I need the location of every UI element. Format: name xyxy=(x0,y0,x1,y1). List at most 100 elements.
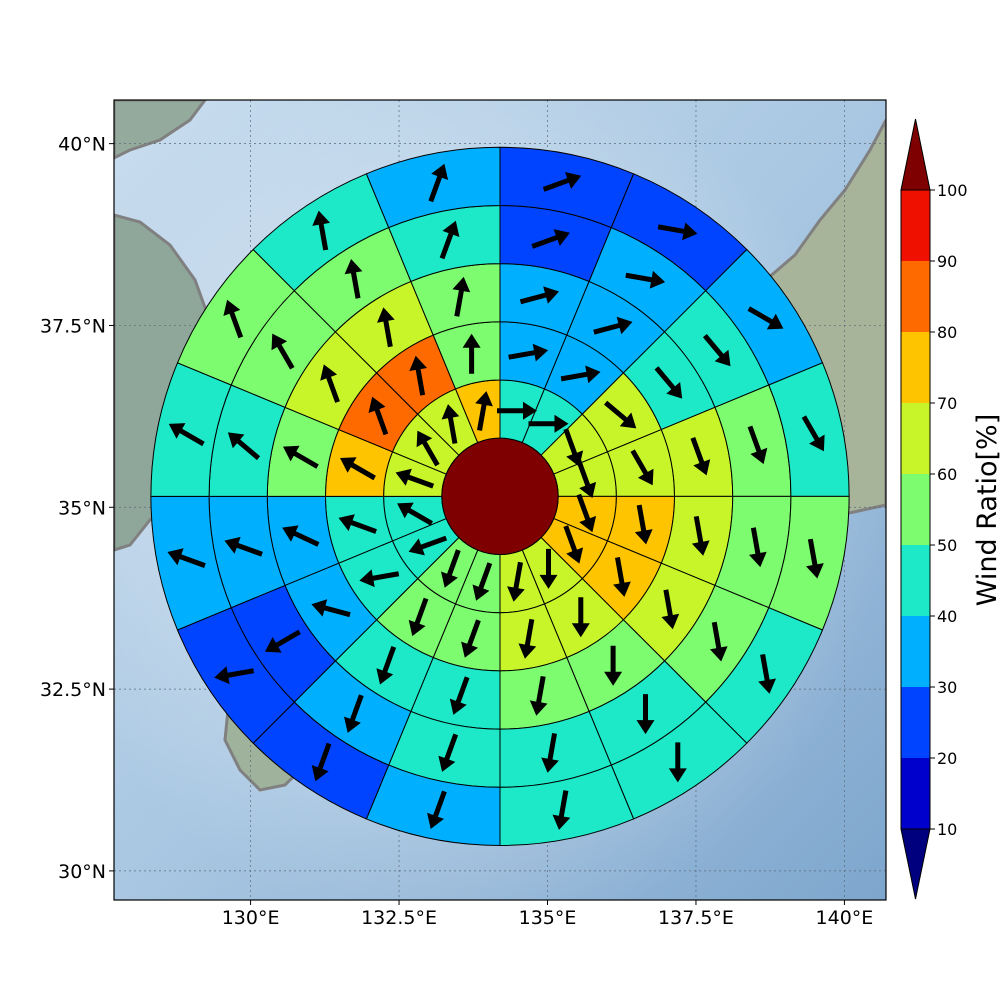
wind-arrow xyxy=(576,459,597,499)
wind-arrow xyxy=(441,404,460,444)
wind-arrow xyxy=(634,504,653,545)
wind-arrow xyxy=(452,276,471,317)
wind-arrow xyxy=(560,365,601,384)
colorbar-tick-label: 50 xyxy=(937,536,957,555)
wind-arrow xyxy=(657,222,698,241)
wind-arrow xyxy=(167,548,206,568)
wind-arrow xyxy=(539,548,558,589)
wind-arrow xyxy=(271,333,295,370)
wind-arrow xyxy=(340,457,376,481)
wind-arrow xyxy=(576,493,597,533)
wind-arrow xyxy=(320,364,340,403)
wind-arrow xyxy=(376,646,397,685)
korea-north-landmass xyxy=(114,100,207,160)
wind-arrow xyxy=(265,629,301,653)
wind-arrow xyxy=(747,425,768,465)
wind-arrow xyxy=(630,449,654,486)
y-tick-label: 30°N xyxy=(58,861,106,883)
colorbar-bin xyxy=(901,403,930,474)
wind-arrow xyxy=(508,343,549,362)
colorbar-tick-label: 30 xyxy=(937,678,957,697)
colorbar-tick-label: 70 xyxy=(937,394,957,413)
colorbar-bin xyxy=(901,545,930,616)
colorbar-bin xyxy=(901,687,930,758)
wind-arrow xyxy=(377,307,395,348)
wind-arrow xyxy=(604,645,623,686)
wind-arrow xyxy=(691,516,710,556)
wind-arrow xyxy=(311,599,351,618)
wind-arrow xyxy=(283,445,319,469)
wind-arrow xyxy=(806,538,824,579)
colorbar-label: Wind Ratio[%] xyxy=(972,414,1000,606)
wind-arrow xyxy=(441,549,461,588)
colorbar-tick-label: 60 xyxy=(937,465,957,484)
x-axis-ticks: 130°E 132.5°E 135°E 137.5°E 140°E xyxy=(222,900,874,929)
wind-arrow xyxy=(368,396,389,436)
wind-arrow xyxy=(625,270,666,289)
wind-arrow xyxy=(519,286,559,305)
colorbar-bin xyxy=(901,758,930,829)
colorbar-tick-label: 20 xyxy=(937,749,957,768)
map-frame xyxy=(113,99,887,901)
wind-arrow xyxy=(518,618,537,659)
wind-arrow xyxy=(408,535,448,556)
wind-arrow xyxy=(224,536,263,557)
wind-arrow xyxy=(749,527,767,568)
y-tick-label: 40°N xyxy=(58,134,106,156)
x-tick-label: 130°E xyxy=(222,907,280,929)
x-tick-label: 140°E xyxy=(816,907,874,929)
wind-arrow xyxy=(409,355,427,396)
wind-arrow xyxy=(214,666,255,685)
wind-arrow xyxy=(395,468,435,489)
wind-arrow xyxy=(359,569,400,588)
x-tick-label: 132.5°E xyxy=(361,907,437,929)
colorbar-tick-label: 80 xyxy=(937,323,957,342)
y-tick-label: 37.5°N xyxy=(40,315,106,337)
wind-arrow xyxy=(552,790,571,830)
wind-arrow xyxy=(571,597,590,638)
wind-arrow xyxy=(438,733,459,772)
colorbar-bin xyxy=(901,332,930,403)
wind-arrow xyxy=(427,790,447,829)
wind-arrow xyxy=(690,437,711,476)
wind-arrow xyxy=(428,163,449,203)
colorbar-tick-label: 40 xyxy=(937,607,957,626)
wind-arrow xyxy=(338,514,377,534)
wind-arrow xyxy=(531,229,570,249)
wind-arrow xyxy=(541,733,559,773)
y-tick-label: 32.5°N xyxy=(40,679,106,701)
colorbar-bin xyxy=(901,474,930,545)
wind-arrow xyxy=(282,525,320,547)
wind-arrow xyxy=(344,694,364,733)
wind-arrow xyxy=(709,621,728,662)
wind-arrow xyxy=(168,423,205,447)
colorbar-over-extension xyxy=(900,118,931,191)
wind-arrow xyxy=(344,259,363,299)
wind-arrow xyxy=(312,210,330,251)
wind-arrow xyxy=(227,432,261,461)
y-tick-label: 35°N xyxy=(58,497,106,519)
colorbar-bin xyxy=(901,261,930,332)
wind-arrow xyxy=(416,430,440,467)
wind-arrows xyxy=(167,163,825,830)
wind-arrow xyxy=(449,676,470,715)
wind-arrow xyxy=(408,597,429,637)
wind-arrow xyxy=(462,333,481,374)
wind-arrow xyxy=(702,334,731,367)
colorbar-frame xyxy=(900,189,931,830)
colorbar-bin xyxy=(901,190,930,261)
colorbar-tick-label: 10 xyxy=(937,820,957,839)
y-axis-ticks: 30°N 32.5°N 35°N 37.5°N 40°N xyxy=(40,134,114,883)
wind-arrow xyxy=(472,562,493,601)
center-group xyxy=(441,437,559,556)
wind-arrow xyxy=(475,391,493,431)
x-tick-label: 135°E xyxy=(519,907,577,929)
wind-arrow xyxy=(613,557,631,597)
center-circle xyxy=(441,437,559,556)
x-tick-label: 137.5°E xyxy=(658,907,734,929)
wind-arrow xyxy=(661,589,680,630)
wind-arrow xyxy=(654,366,683,399)
wind-arrow xyxy=(801,415,825,452)
wind-arrow xyxy=(593,316,633,335)
